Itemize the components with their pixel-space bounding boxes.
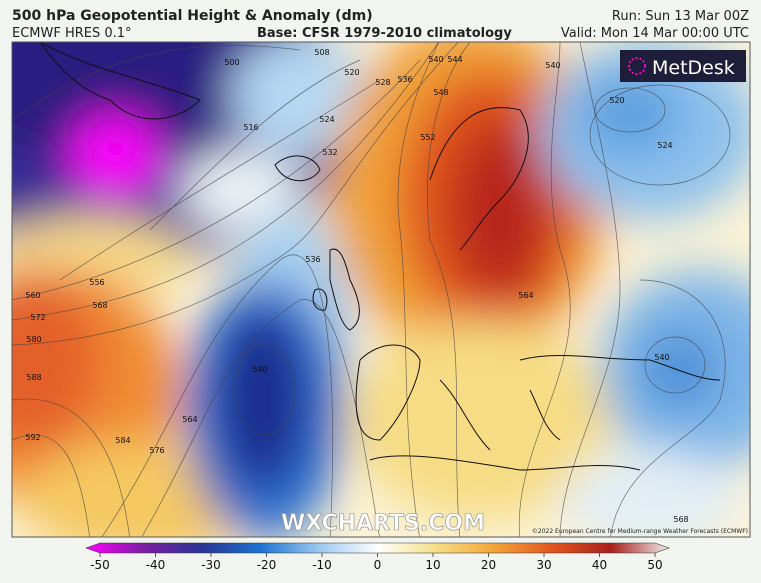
colorbar-tick-label: -30 — [201, 558, 221, 572]
contour-label: 500 — [224, 58, 239, 67]
contour-label: 592 — [25, 433, 40, 442]
colorbar: -50 -40 -30 -20 -10 0 10 20 30 40 50 — [85, 542, 670, 572]
contour-label: 520 — [344, 68, 359, 77]
colorbar-bar — [85, 542, 670, 554]
contour-label: 568 — [673, 515, 688, 524]
contour-label: 536 — [397, 75, 412, 84]
contour-label: 540 — [654, 353, 669, 362]
colorbar-tick-label: 0 — [374, 558, 382, 572]
contour-label: 516 — [243, 123, 258, 132]
colorbar-tick-label: -10 — [312, 558, 332, 572]
contour-label: 520 — [609, 96, 624, 105]
valid: Valid: Mon 14 Mar 00:00 UTC — [561, 26, 749, 41]
contour-label: 524 — [657, 141, 672, 150]
logo-text: MetDesk — [652, 57, 735, 79]
contour-label: 576 — [149, 446, 164, 455]
colorbar-tick-label: 40 — [592, 558, 607, 572]
logo: MetDesk — [620, 50, 746, 82]
map: 500 508 516 520 524 528 532 536 540 544 548 552 536 5… — [12, 42, 750, 537]
contour-label: 548 — [433, 88, 448, 97]
contour-label: 564 — [518, 291, 533, 300]
contour-label: 532 — [322, 148, 337, 157]
watermark: WXCHARTS.COM — [281, 511, 485, 536]
contour-label: 544 — [447, 55, 462, 64]
colorbar-tick-label: -20 — [257, 558, 277, 572]
contour-label: 572 — [30, 313, 45, 322]
map-frame — [11, 41, 751, 538]
contour-lines — [12, 42, 731, 537]
contour-label: 536 — [305, 255, 320, 264]
run: Run: Sun 13 Mar 00Z — [612, 9, 749, 24]
anomaly-field — [12, 42, 750, 537]
contour-label: 508 — [314, 48, 329, 57]
contour-label: 580 — [26, 335, 41, 344]
coastlines — [39, 42, 721, 471]
contour-label: 556 — [89, 278, 104, 287]
colorbar-tick-label: 10 — [425, 558, 440, 572]
base: Base: CFSR 1979-2010 climatology — [257, 26, 512, 41]
contour-labels: 500 508 516 520 524 528 532 536 540 544 548 552 536 5… — [25, 48, 688, 524]
contour-label: 528 — [375, 78, 390, 87]
contour-label: 540 — [545, 61, 560, 70]
contour-label: 540 — [252, 365, 267, 374]
contour-label: 568 — [92, 301, 107, 310]
contour-label: 564 — [182, 415, 197, 424]
colorbar-tick-label: -50 — [90, 558, 110, 572]
contour-label: 584 — [115, 436, 130, 445]
model: ECMWF HRES 0.1° — [12, 26, 132, 41]
colorbar-tick-label: 50 — [647, 558, 662, 572]
logo-icon — [628, 57, 646, 75]
colorbar-tick-label: 30 — [536, 558, 551, 572]
contour-label: 588 — [26, 373, 41, 382]
colorbar-tick-label: 20 — [481, 558, 496, 572]
copyright: ©2022 European Centre for Medium-range W… — [532, 528, 748, 535]
title: 500 hPa Geopotential Height & Anomaly (d… — [12, 8, 373, 24]
colorbar-tick-label: -40 — [146, 558, 166, 572]
contour-label: 560 — [25, 291, 40, 300]
logo-box — [620, 50, 746, 82]
contour-label: 540 — [428, 55, 443, 64]
contour-label: 552 — [420, 133, 435, 142]
contour-label: 524 — [319, 115, 334, 124]
